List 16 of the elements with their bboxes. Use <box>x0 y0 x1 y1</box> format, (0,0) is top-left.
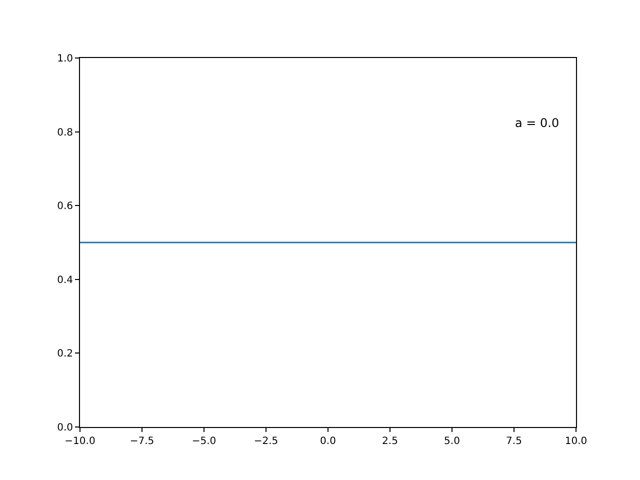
x-tick-label: 2.5 <box>382 436 398 447</box>
annotation: a = 0.0 <box>515 116 560 130</box>
x-tick-label: −5.0 <box>192 436 216 447</box>
x-tick-label: 5.0 <box>444 436 460 447</box>
x-tick-label: 10.0 <box>564 436 588 447</box>
x-tick-label: 0.0 <box>320 436 336 447</box>
y-tick-label: 0.0 <box>57 422 73 434</box>
x-tick-label: −7.5 <box>130 436 154 447</box>
y-tick-label: 0.6 <box>57 201 73 212</box>
x-tick-label: −2.5 <box>254 436 278 447</box>
x-tick-label: −10.0 <box>64 436 96 447</box>
y-tick-label: 1.0 <box>57 54 73 64</box>
x-tick-label: 7.5 <box>506 436 522 447</box>
y-tick-label: 0.4 <box>57 274 73 286</box>
y-tick-label: 0.8 <box>57 127 73 138</box>
y-tick-label: 0.2 <box>57 348 73 360</box>
